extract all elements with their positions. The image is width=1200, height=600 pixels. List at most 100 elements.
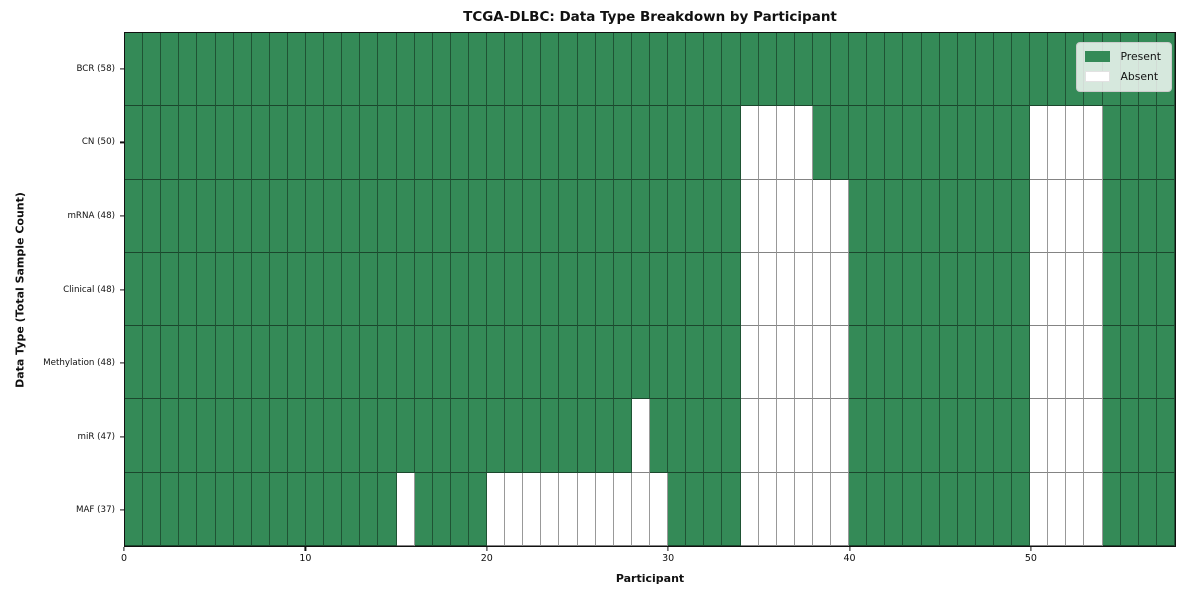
- heatmap-cell: [432, 252, 451, 327]
- heatmap-cell: [161, 252, 180, 327]
- y-tick-mark: [120, 68, 124, 70]
- heatmap-cell: [975, 106, 994, 180]
- heatmap-cell: [1012, 106, 1031, 180]
- heatmap-cell: [577, 33, 596, 107]
- heatmap-cell: [197, 106, 216, 180]
- heatmap-cell: [776, 252, 795, 327]
- heatmap-cell: [831, 252, 850, 327]
- heatmap-cell: [812, 326, 832, 400]
- heatmap-cell: [595, 326, 614, 400]
- y-tick-mark: [120, 215, 124, 217]
- heatmap-cell: [668, 106, 687, 180]
- heatmap-cell: [957, 399, 976, 473]
- heatmap-cell: [1048, 399, 1067, 473]
- heatmap-cell: [613, 326, 632, 400]
- heatmap-cell: [577, 399, 596, 473]
- heatmap-cell: [414, 33, 433, 107]
- heatmap-cell: [125, 399, 144, 473]
- heatmap-cell: [867, 106, 886, 180]
- heatmap-cell: [414, 179, 433, 253]
- heatmap-cell: [668, 472, 687, 546]
- heatmap-cell: [396, 399, 415, 473]
- heatmap-cell: [867, 33, 886, 107]
- heatmap-cell: [577, 252, 596, 327]
- heatmap-cell: [197, 179, 216, 253]
- heatmap-cell: [450, 106, 469, 180]
- heatmap-cell: [360, 326, 379, 400]
- heatmap-cell: [541, 252, 560, 327]
- heatmap-cell: [1084, 106, 1103, 180]
- heatmap-cell: [812, 179, 832, 253]
- heatmap-cell: [559, 179, 578, 253]
- heatmap-cell: [251, 326, 270, 400]
- heatmap-cell: [468, 399, 488, 473]
- heatmap-cell: [1030, 399, 1049, 473]
- heatmap-cell: [758, 33, 777, 107]
- heatmap-cell: [1084, 179, 1103, 253]
- heatmap-cell: [324, 179, 343, 253]
- heatmap-cell: [468, 472, 488, 546]
- heatmap-cell: [269, 106, 288, 180]
- heatmap-cell: [1048, 33, 1067, 107]
- heatmap-cell: [686, 106, 705, 180]
- heatmap-cell: [794, 399, 813, 473]
- heatmap-cell: [903, 326, 922, 400]
- heatmap-cell: [179, 399, 198, 473]
- heatmap-cell: [450, 252, 469, 327]
- heatmap-cell: [1138, 179, 1157, 253]
- heatmap-cell: [396, 179, 415, 253]
- heatmap-cell: [613, 106, 632, 180]
- heatmap-cell: [740, 252, 759, 327]
- heatmap-cell: [704, 399, 723, 473]
- heatmap-cell: [324, 399, 343, 473]
- y-tick-label: CN (50): [81, 137, 115, 148]
- legend: Present Absent: [1076, 42, 1172, 92]
- heatmap-cell: [939, 252, 958, 327]
- heatmap-cell: [921, 106, 940, 180]
- heatmap-cell: [143, 472, 162, 546]
- y-tick-label: Methylation (48): [43, 358, 115, 369]
- heatmap-cell: [523, 472, 542, 546]
- heatmap-cell: [704, 33, 723, 107]
- heatmap-cell: [269, 179, 288, 253]
- heatmap-cell: [885, 33, 904, 107]
- heatmap-cell: [1102, 179, 1121, 253]
- x-tick-label: 50: [1024, 553, 1037, 564]
- heatmap-cell: [360, 472, 379, 546]
- heatmap-cell: [179, 472, 198, 546]
- heatmap-cell: [1156, 179, 1175, 253]
- heatmap-cell: [650, 472, 669, 546]
- heatmap-cell: [957, 252, 976, 327]
- heatmap-cell: [758, 399, 777, 473]
- heatmap-cell: [975, 252, 994, 327]
- heatmap-cell: [1030, 106, 1049, 180]
- heatmap-cell: [324, 326, 343, 400]
- heatmap-cell: [468, 33, 488, 107]
- heatmap-cell: [143, 399, 162, 473]
- heatmap-cell: [758, 472, 777, 546]
- heatmap-cell: [939, 33, 958, 107]
- heatmap-cell: [885, 399, 904, 473]
- heatmap-cell: [414, 326, 433, 400]
- heatmap-cell: [269, 33, 288, 107]
- heatmap-cell: [450, 326, 469, 400]
- heatmap-cell: [686, 399, 705, 473]
- heatmap-cell: [758, 326, 777, 400]
- heatmap-cell: [957, 106, 976, 180]
- heatmap-cell: [686, 252, 705, 327]
- heatmap-cell: [468, 252, 488, 327]
- heatmap-cell: [1066, 106, 1085, 180]
- heatmap-cell: [1120, 472, 1139, 546]
- heatmap-cell: [342, 106, 361, 180]
- heatmap-cell: [776, 33, 795, 107]
- heatmap-cell: [650, 326, 669, 400]
- heatmap-cell: [668, 399, 687, 473]
- heatmap-cell: [251, 399, 270, 473]
- heatmap-cell: [1138, 252, 1157, 327]
- heatmap-cell: [650, 399, 669, 473]
- heatmap-cell: [1048, 252, 1067, 327]
- heatmap-cell: [831, 106, 850, 180]
- heatmap-cell: [378, 326, 397, 400]
- heatmap-cell: [523, 326, 542, 400]
- heatmap-cell: [378, 106, 397, 180]
